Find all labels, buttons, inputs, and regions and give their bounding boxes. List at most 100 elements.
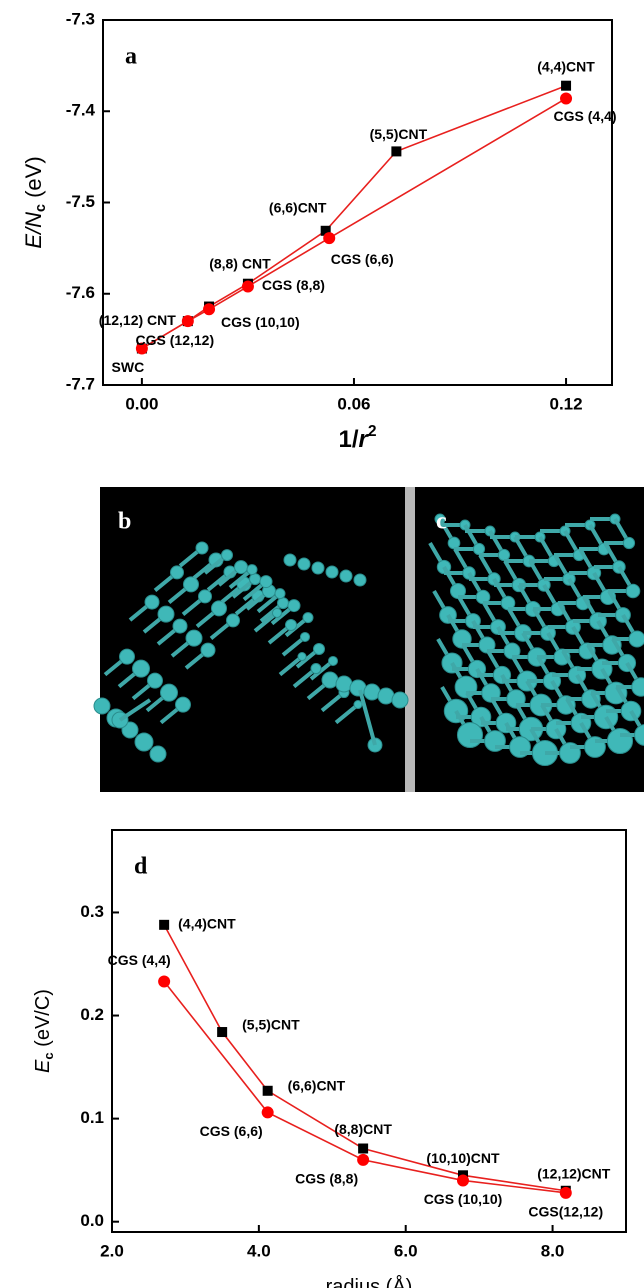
atom	[288, 600, 300, 612]
panel-label: c	[436, 509, 447, 535]
atom	[120, 649, 135, 664]
figure: b c 0.000.060.12-7.3-7.4-7.5-7.6-7.7a1/r…	[0, 0, 644, 1288]
y-tick-label: 0.0	[80, 1211, 104, 1230]
atom	[145, 595, 159, 609]
y-tick-label: -7.6	[66, 283, 95, 302]
atom	[196, 542, 208, 554]
atom	[301, 632, 310, 641]
y-tick-label: -7.4	[66, 101, 96, 120]
axis-title-part: (eV)	[21, 156, 46, 204]
atom	[623, 537, 634, 548]
atom	[298, 558, 310, 570]
axis-title-part: radius (Å)	[326, 1275, 413, 1288]
axis-title-part: E	[32, 1059, 54, 1073]
point-label: (8,8)CNT	[334, 1121, 392, 1137]
point-label: CGS (10,10)	[221, 314, 300, 330]
atom	[150, 746, 166, 762]
atom	[314, 643, 325, 654]
x-tick-label: 0.06	[337, 394, 370, 413]
atom	[350, 680, 366, 696]
point-label: CGS (4,4)	[554, 108, 617, 124]
atom	[176, 697, 191, 712]
point-label: CGS (10,10)	[424, 1191, 503, 1207]
x-tick-label: 4.0	[247, 1241, 271, 1260]
atom	[247, 565, 257, 575]
point-label: (12,12)CNT	[537, 1165, 611, 1181]
atom	[354, 574, 366, 586]
atom	[161, 684, 178, 701]
atom	[284, 554, 296, 566]
atom	[273, 608, 282, 617]
atom	[354, 701, 362, 709]
point-label: CGS (8,8)	[262, 277, 325, 293]
atom	[201, 643, 215, 657]
atom	[298, 653, 306, 661]
atom	[286, 619, 297, 630]
marker-square	[159, 920, 169, 930]
point-label: (5,5)CNT	[370, 126, 428, 142]
atom	[626, 584, 640, 598]
point-label: (5,5)CNT	[242, 1017, 300, 1033]
atom	[364, 684, 380, 700]
y-tick-label: 0.2	[80, 1005, 104, 1024]
atom	[250, 574, 261, 585]
atom	[340, 570, 352, 582]
atom	[199, 590, 212, 603]
panel-label: a	[125, 44, 137, 70]
atom	[607, 728, 632, 753]
atom	[278, 598, 289, 609]
image-separator	[405, 487, 415, 792]
atom	[378, 688, 394, 704]
point-label: CGS(12,12)	[528, 1204, 603, 1220]
atom	[260, 576, 272, 588]
axis-title: 1/r2	[338, 423, 376, 453]
point-label: CGS (4,4)	[108, 952, 171, 968]
point-label: CGS (12,12)	[136, 332, 215, 348]
y-tick-label: -7.3	[66, 9, 95, 28]
atom	[336, 676, 352, 692]
marker-circle	[357, 1154, 369, 1166]
axis-title-part: 1/	[338, 426, 358, 453]
axis-title-part: c	[41, 1052, 56, 1059]
axis-title: E/Nc (eV)	[21, 156, 49, 248]
marker-circle	[203, 303, 215, 315]
point-label: (6,6)CNT	[269, 199, 327, 215]
atom	[498, 549, 509, 560]
x-tick-label: 8.0	[541, 1241, 565, 1260]
axis-title: Ec (eV/C)	[32, 989, 56, 1073]
marker-circle	[323, 232, 335, 244]
axis-title-part: E/N	[21, 212, 46, 249]
atom	[222, 550, 233, 561]
plot-frame	[103, 20, 612, 385]
marker-circle	[158, 976, 170, 988]
atom	[312, 562, 324, 574]
y-tick-label: 0.3	[80, 902, 104, 921]
marker-circle	[242, 280, 254, 292]
atom	[326, 566, 338, 578]
marker-square	[561, 81, 571, 91]
panel-label: d	[134, 854, 148, 880]
marker-circle	[182, 315, 194, 327]
atom	[322, 672, 338, 688]
point-label: (6,6)CNT	[288, 1077, 346, 1093]
atom	[303, 613, 313, 623]
point-label: (8,8) CNT	[209, 255, 271, 271]
point-label: (4,4)CNT	[537, 58, 595, 74]
atom	[148, 673, 163, 688]
marker-square	[263, 1086, 273, 1096]
atom	[133, 660, 150, 677]
marker-circle	[560, 92, 572, 104]
point-label: CGS (6,6)	[200, 1123, 263, 1139]
panel-label: b	[118, 509, 131, 535]
marker-square	[217, 1027, 227, 1037]
atom	[212, 601, 227, 616]
x-tick-label: 0.12	[550, 394, 583, 413]
atom	[227, 614, 240, 627]
atom	[94, 698, 110, 714]
x-tick-label: 2.0	[100, 1241, 124, 1260]
point-label: SWC	[112, 359, 145, 375]
atom	[392, 692, 408, 708]
axis-title-part: c	[33, 204, 49, 212]
atom	[158, 606, 174, 622]
atom	[329, 656, 338, 665]
